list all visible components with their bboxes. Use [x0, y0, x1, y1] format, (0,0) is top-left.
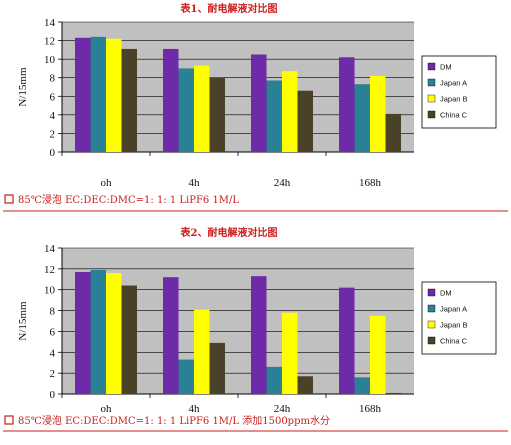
bar-dm-oh [75, 271, 91, 394]
y-tick-label: 0 [50, 147, 56, 159]
bar-china-c-168h [385, 113, 401, 152]
legend-label: Japan B [440, 95, 468, 104]
bar-japan-b-4h [194, 309, 210, 394]
bar-japan-a-24h [266, 366, 282, 394]
bar-china-c-24h [297, 90, 313, 152]
chart-panel-1: 表1、耐电解液对比图 0 2 4 6 8 10 12 14 N/15mm oh 4h 24h 168h DM… [3, 2, 508, 212]
caption-marker [4, 415, 14, 425]
legend-label: Japan B [440, 321, 468, 330]
legend-label: China C [440, 111, 468, 120]
y-tick-label: 8 [50, 73, 56, 85]
y-tick-label: 6 [50, 91, 56, 103]
x-tick-label: oh [101, 403, 113, 415]
legend-swatch-japan-a [427, 78, 436, 87]
bar-china-c-oh [121, 48, 137, 152]
bar-dm-168h [339, 57, 355, 152]
legend-swatch-dm [427, 62, 436, 71]
bar-japan-a-4h [178, 359, 194, 394]
x-tick-label: 4h [189, 403, 201, 415]
chart-title: 表1、耐电解液对比图 [180, 2, 278, 15]
bar-japan-b-24h [282, 71, 298, 152]
chart-title: 表2、耐电解液对比图 [180, 226, 278, 239]
bar-japan-b-oh [106, 38, 122, 152]
legend-swatch-china-c [427, 336, 436, 345]
legend-swatch-japan-b [427, 94, 436, 103]
y-axis-label: N/15mm [17, 67, 29, 107]
bar-japan-a-168h [354, 377, 370, 394]
bar-japan-a-168h [354, 84, 370, 152]
bar-dm-4h [163, 277, 179, 394]
y-tick-label: 12 [44, 264, 55, 276]
bar-dm-168h [339, 287, 355, 394]
y-tick-label: 2 [50, 368, 56, 380]
x-tick-label: 4h [189, 177, 201, 189]
y-tick-label: 2 [50, 128, 56, 140]
bar-japan-b-168h [370, 315, 386, 394]
chart-caption: 85℃浸泡 EC:DEC:DMC=1: 1: 1 LiPF6 1M/L 添加15… [18, 414, 330, 427]
legend-swatch-china-c [427, 110, 436, 119]
x-tick-label: 24h [274, 177, 291, 189]
y-tick-label: 14 [44, 243, 56, 255]
bar-japan-a-oh [90, 269, 106, 394]
legend-label: DM [440, 63, 452, 72]
y-axis-label: N/15mm [17, 301, 29, 341]
legend-label: DM [440, 289, 452, 298]
bar-japan-b-168h [370, 75, 386, 152]
y-tick-label: 10 [44, 54, 56, 66]
legend-swatch-japan-b [427, 320, 436, 329]
legend-swatch-japan-a [427, 304, 436, 313]
bar-china-c-168h [385, 392, 401, 394]
bar-china-c-oh [121, 285, 137, 394]
bar-dm-4h [163, 48, 179, 152]
legend: DM Japan A Japan B China C [421, 55, 497, 129]
bar-china-c-4h [209, 77, 225, 152]
x-tick-label: 168h [359, 403, 382, 415]
y-tick-label: 12 [44, 36, 55, 48]
y-tick-label: 8 [50, 306, 56, 318]
bar-dm-24h [251, 54, 267, 152]
legend-label: Japan A [440, 305, 467, 314]
y-tick-label: 4 [50, 347, 56, 359]
y-tick-label: 0 [50, 389, 56, 401]
legend-label: Japan A [440, 79, 467, 88]
y-tick-label: 6 [50, 326, 56, 338]
x-tick-label: 168h [359, 177, 382, 189]
bar-japan-b-4h [194, 65, 210, 152]
chart-caption: 85℃浸泡 EC:DEC:DMC=1: 1: 1 LiPF6 1M/L [18, 193, 239, 206]
legend: DM Japan A Japan B China C [421, 281, 497, 355]
bar-japan-b-24h [282, 312, 298, 394]
y-tick-label: 10 [44, 285, 56, 297]
bar-japan-a-oh [90, 36, 106, 152]
legend-label: China C [440, 337, 468, 346]
bar-china-c-4h [209, 342, 225, 394]
chart-panel-2: 表2、耐电解液对比图 0 2 4 6 8 10 12 14 N/15mm oh 4h 24h 168h DM… [3, 226, 508, 432]
y-tick-label: 14 [44, 17, 56, 29]
x-tick-label: 24h [274, 403, 291, 415]
bar-japan-a-4h [178, 68, 194, 152]
bar-dm-24h [251, 276, 267, 394]
y-tick-label: 4 [50, 110, 56, 122]
bar-japan-a-24h [266, 80, 282, 152]
legend-swatch-dm [427, 288, 436, 297]
bar-dm-oh [75, 37, 91, 152]
caption-marker [4, 194, 14, 204]
bar-japan-b-oh [106, 273, 122, 394]
x-tick-label: oh [101, 177, 113, 189]
bar-china-c-24h [297, 376, 313, 394]
